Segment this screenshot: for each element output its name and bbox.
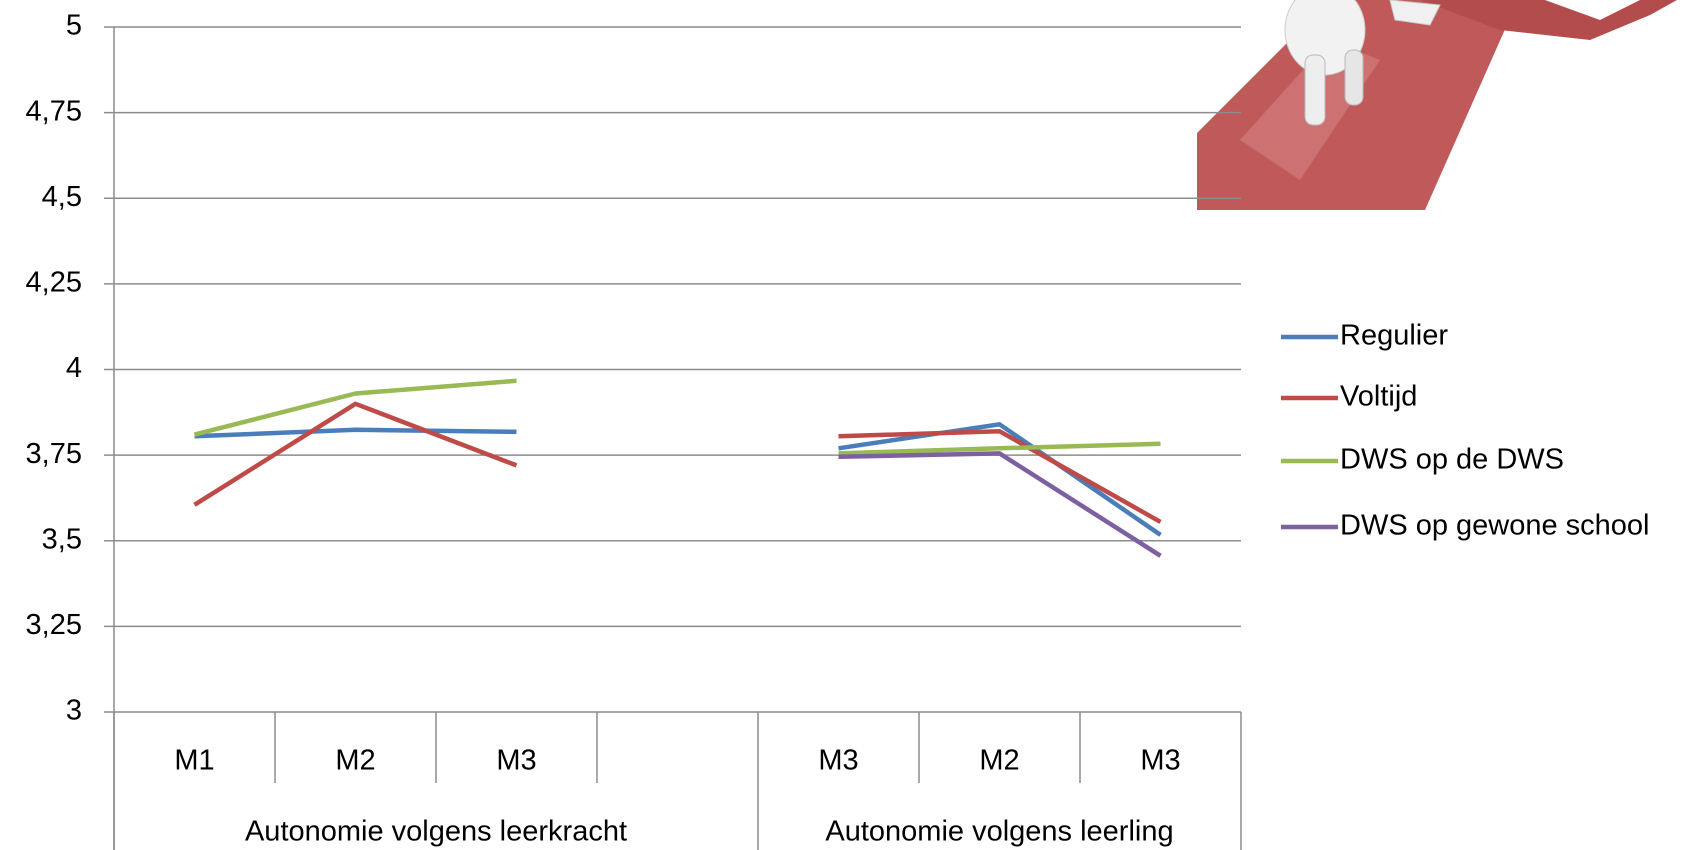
series-line — [194, 422, 1162, 537]
series-line — [193, 401, 1162, 524]
series-line — [838, 451, 1162, 558]
y-tick-label: 4,5 — [42, 181, 82, 213]
x-tick-label: M3 — [1140, 745, 1180, 777]
y-tick-label: 3 — [66, 695, 82, 727]
y-tick-label: 3,25 — [26, 609, 82, 641]
red-path-curve — [1420, 0, 1677, 40]
y-tick-label: 4 — [66, 352, 82, 384]
x-tick-label: M2 — [979, 745, 1019, 777]
illustration — [1197, 0, 1677, 210]
y-tick-label: 5 — [66, 10, 82, 42]
legend-label: DWS op de DWS — [1340, 444, 1564, 476]
y-tick-label: 3,5 — [42, 523, 82, 555]
figure-leg — [1344, 49, 1364, 106]
x-tick-label: M2 — [335, 745, 375, 777]
y-tick-label: 3,75 — [26, 438, 82, 470]
legend-label: Voltijd — [1340, 381, 1417, 413]
x-tick-label: M1 — [174, 745, 214, 777]
y-tick-label: 4,75 — [26, 95, 82, 127]
y-tick-label: 4,25 — [26, 267, 82, 299]
group-label: Autonomie volgens leerkracht — [245, 816, 627, 848]
x-tick-label: M3 — [818, 745, 858, 777]
figure-leg — [1304, 54, 1326, 126]
figure-arm — [1389, 0, 1441, 26]
legend-label: Regulier — [1340, 320, 1448, 352]
x-tick-label: M3 — [496, 745, 536, 777]
series-line — [193, 378, 1161, 456]
group-label: Autonomie volgens leerling — [825, 816, 1173, 848]
legend-label: DWS op gewone school — [1340, 510, 1650, 542]
